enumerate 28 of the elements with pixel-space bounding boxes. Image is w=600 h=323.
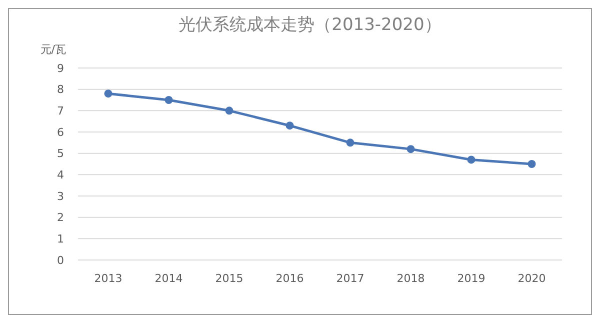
y-tick-label: 1	[57, 232, 64, 246]
x-tick-label: 2016	[276, 272, 304, 285]
point	[225, 106, 234, 115]
point	[528, 160, 536, 168]
x-tick-label: 2014	[154, 272, 183, 285]
x-tick-label: 2019	[457, 272, 486, 285]
y-tick-label: 7	[57, 104, 64, 118]
point	[104, 90, 112, 98]
point	[346, 138, 354, 147]
point	[286, 122, 294, 130]
y-tick-label: 8	[57, 83, 64, 96]
y-tick-label: 2	[57, 211, 64, 224]
y-tick-label: 5	[57, 147, 64, 160]
chart-title: 光伏系统成本走势（2013-2020）	[178, 15, 442, 35]
x-tick-label: 2015	[215, 272, 244, 285]
x-tick-label: 2017	[336, 272, 364, 285]
point	[406, 145, 415, 154]
y-tick-label: 0	[57, 254, 64, 267]
x-tick-label: 2018	[396, 272, 425, 285]
y-tick-label: 6	[57, 126, 64, 139]
point	[164, 96, 173, 104]
y-axis-title: 元/瓦	[40, 43, 66, 56]
x-tick-label: 2013	[94, 272, 122, 285]
point	[467, 156, 476, 164]
y-tick-label: 4	[57, 168, 64, 182]
y-tick-label: 3	[57, 190, 64, 203]
x-tick-label: 2020	[518, 272, 546, 285]
y-tick-label: 9	[57, 62, 64, 75]
